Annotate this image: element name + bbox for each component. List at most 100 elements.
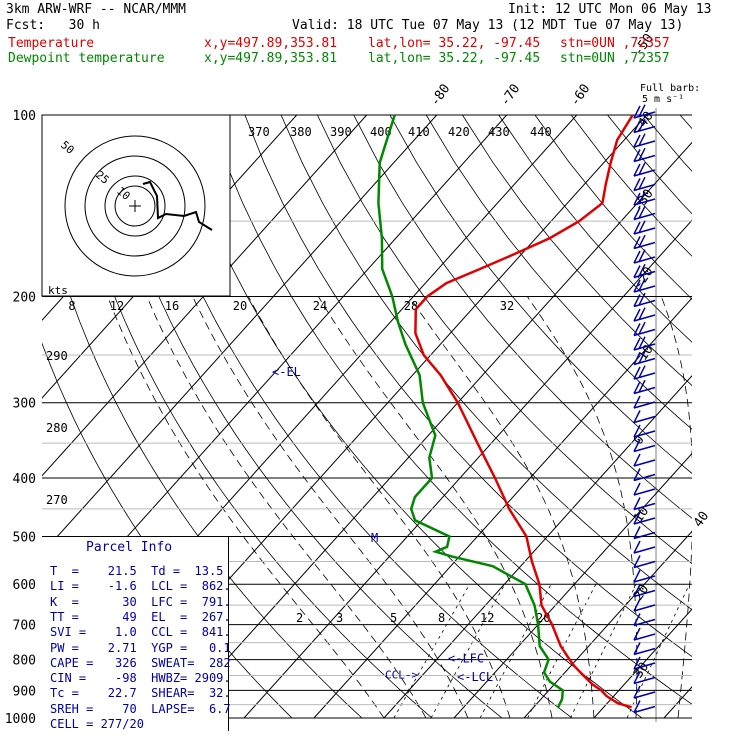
parcel-info-title: Parcel Info	[86, 540, 173, 555]
isotherm-line	[243, 219, 692, 718]
parcel-info-panel: Parcel Info T = 21.5 Td = 13.5 LI = -1.6 …	[42, 536, 231, 731]
parcel-info-row: SVI = 1.0 CCL = 841.	[50, 625, 231, 640]
wind-barb	[633, 176, 656, 192]
temperature-xy: x,y=497.89,353.81	[204, 36, 338, 51]
wind-barb	[633, 249, 656, 264]
dewpoint-latlon: lat,lon= 35.22, -97.45	[368, 51, 541, 66]
wind-barb	[633, 147, 656, 163]
lfc-annotation: <-LFC	[448, 652, 484, 666]
pressure-label: 700	[13, 619, 36, 634]
parcel-info-row: SREH = 70 LAPSE= 6.7	[50, 701, 231, 716]
hodograph-trace	[142, 180, 213, 231]
moist-adiabat-line	[660, 296, 692, 718]
dry-adiabat-line	[172, 115, 643, 718]
isotherm-line	[734, 115, 740, 718]
wind-barb	[633, 656, 656, 670]
wind-barb	[633, 307, 656, 322]
ccl-annotation: CCL->	[385, 669, 418, 682]
isotherm-line	[453, 452, 692, 718]
moist-adiabat-line	[146, 296, 427, 718]
wind-barb	[633, 278, 656, 293]
dewpoint-xy: x,y=497.89,353.81	[204, 51, 338, 66]
dry-adiabat-line	[244, 115, 692, 658]
wind-barb	[633, 424, 656, 438]
parcel-info-row: T = 21.5 Td = 13.5	[50, 564, 224, 578]
mixing-ratio-label: 3	[336, 611, 343, 625]
hodograph-ring	[84, 155, 186, 257]
isotherm-line	[173, 141, 692, 718]
pressure-label: 600	[13, 578, 36, 593]
temperature-tick-label: -70	[498, 81, 524, 109]
parcel-info-row: CELL = 277/20	[50, 717, 144, 731]
wind-barb	[633, 439, 656, 453]
wind-barb	[633, 350, 656, 366]
theta-left-label: 280	[46, 421, 68, 435]
temperature-latlon: lat,lon= 35.22, -97.45	[368, 36, 541, 51]
mixing-ratio-line	[570, 584, 637, 718]
model-title: 3km ARW-WRF -- NCAR/MMM	[6, 2, 187, 17]
wind-barb	[633, 263, 656, 279]
temperature-tick-label: 20	[631, 582, 652, 603]
speed-tick-label: 32	[500, 299, 514, 313]
isotherm-line	[42, 115, 438, 555]
pressure-label: 800	[13, 654, 36, 669]
moist-adiabat-line	[526, 296, 638, 718]
temperature-station: stn=0UN ,72357	[560, 36, 670, 51]
hodograph-ring	[104, 175, 166, 237]
theta-label: 390	[330, 125, 352, 139]
parcel-info-row: LI = -1.6 LCL = 862.	[50, 579, 231, 594]
barb-legend-line2: 5 m s⁻¹	[642, 94, 685, 105]
hodograph-ring	[114, 185, 156, 227]
theta-label: 400	[370, 125, 392, 139]
isotherm-line	[383, 375, 692, 718]
wind-barb	[633, 685, 656, 699]
wind-barb	[633, 336, 656, 351]
isotherm-line	[42, 115, 368, 477]
theta-label: 420	[448, 125, 470, 139]
mixing-ratio-label: 2	[296, 611, 303, 625]
dewpoint-legend: Dewpoint temperature	[8, 51, 165, 66]
hodograph-units: kts	[48, 284, 68, 297]
barb-legend-line1: Full barb:	[640, 83, 701, 94]
wind-barb	[633, 220, 656, 235]
parcel-info-row: CIN = -98 HWBZ= 2909.	[50, 671, 231, 686]
mixing-ratio-line	[430, 584, 506, 718]
wind-barb	[633, 613, 656, 627]
parcel-info-row: TT = 49 EL = 267.	[50, 609, 231, 624]
dewpoint-station: stn=0UN ,72357	[560, 51, 670, 66]
theta-label: 370	[248, 125, 270, 139]
valid-time: Valid: 18 UTC Tue 07 May 13 (12 MDT Tue …	[292, 18, 684, 33]
theta-label: 440	[530, 125, 552, 139]
temperature-tick-label: -80	[428, 81, 454, 109]
wind-barb	[633, 410, 656, 424]
theta-label: 430	[488, 125, 510, 139]
wind-barb	[633, 321, 656, 337]
mixing-ratio-label: 8	[438, 611, 445, 625]
speed-tick-label: 12	[110, 299, 124, 313]
wind-barb	[633, 379, 656, 395]
speed-tick-label: 24	[313, 299, 327, 313]
forecast-hour: Fcst: 30 h	[6, 18, 100, 33]
pressure-label: 500	[13, 530, 36, 545]
parcel-info-row: Tc = 22.7 SHEAR= 32.	[50, 686, 231, 701]
wind-barb	[633, 205, 656, 221]
temperature-tick-label: -60	[568, 81, 594, 109]
temperature-tick-label: -20	[631, 264, 657, 292]
theta-left-label: 290	[46, 349, 68, 363]
pressure-label: 400	[13, 472, 36, 487]
wind-barb	[633, 526, 656, 540]
dry-adiabat-line	[716, 115, 740, 718]
wind-barb	[633, 292, 656, 308]
speed-tick-label: 8	[68, 299, 75, 313]
chart-series	[377, 114, 634, 709]
hodograph-ring	[64, 135, 206, 277]
dry-adiabat-line	[280, 115, 692, 611]
wind-barb	[633, 118, 656, 134]
wind-barb	[633, 133, 656, 148]
dry-adiabat-line	[353, 115, 692, 519]
wind-barb	[633, 511, 656, 525]
dry-adiabat-line	[643, 115, 692, 172]
pressure-label: 100	[13, 109, 36, 124]
speed-tick-label: 16	[165, 299, 179, 313]
